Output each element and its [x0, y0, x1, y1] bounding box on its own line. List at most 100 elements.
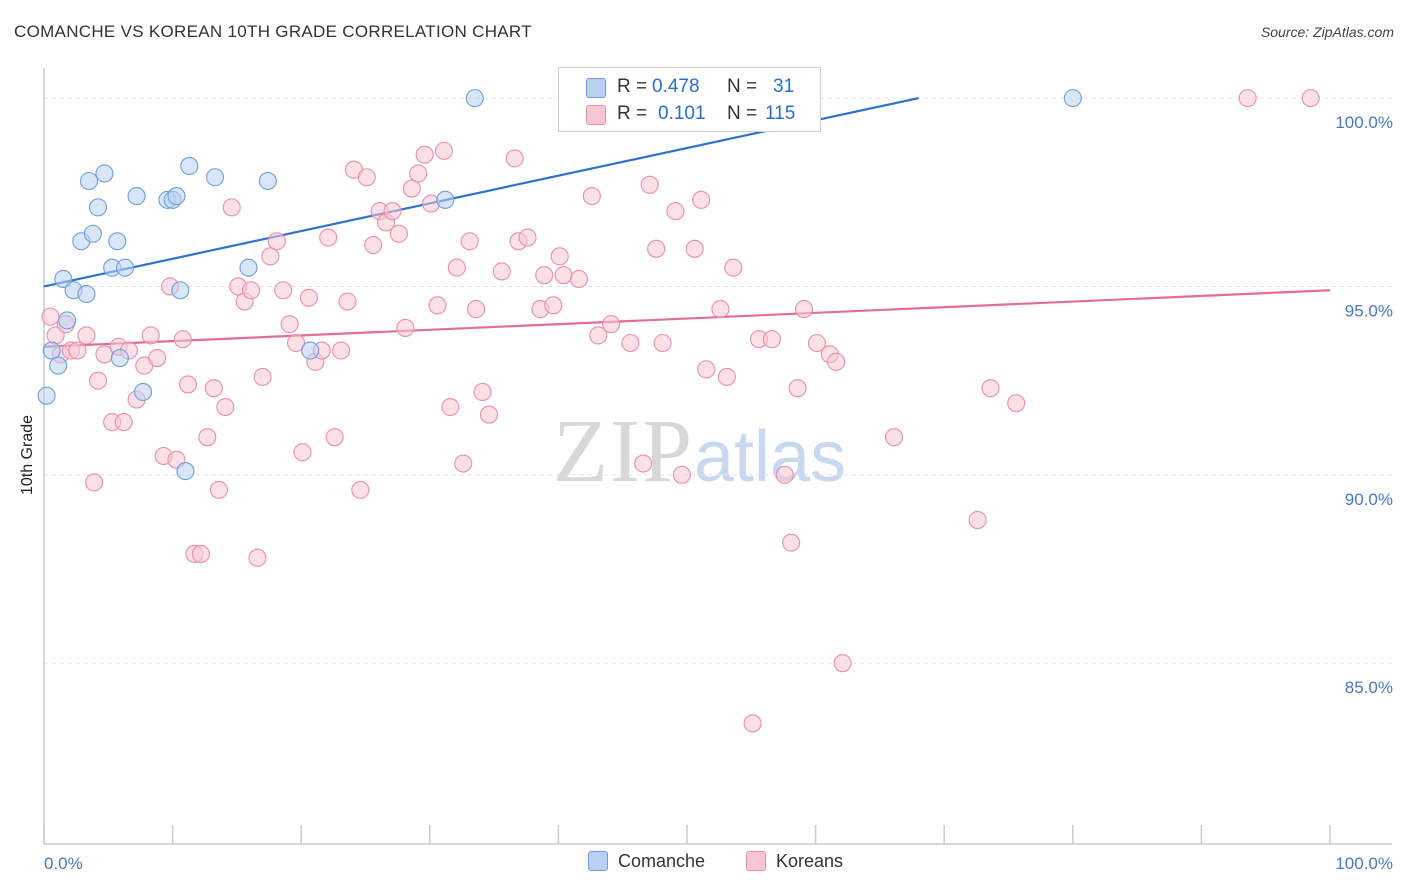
point-koreans [274, 281, 293, 300]
point-koreans [191, 544, 210, 563]
point-koreans [396, 318, 415, 337]
point-koreans [68, 341, 87, 360]
point-comanche [465, 89, 484, 108]
point-koreans [299, 288, 318, 307]
point-koreans [775, 465, 794, 484]
y-tick-label: 85.0% [1345, 678, 1393, 697]
legend-n-value: 31 [773, 76, 795, 97]
point-comanche [79, 171, 99, 191]
point-koreans [711, 300, 730, 319]
point-koreans [261, 247, 280, 266]
point-koreans [467, 300, 486, 319]
point-koreans [389, 224, 408, 243]
legend-n-label: N = [727, 103, 758, 124]
point-comanche [54, 269, 73, 289]
point-koreans [535, 266, 554, 285]
point-koreans [173, 330, 192, 349]
point-comanche [127, 187, 146, 206]
point-koreans [505, 149, 524, 168]
point-koreans [1301, 89, 1320, 108]
point-koreans [351, 480, 370, 499]
point-koreans [293, 443, 312, 462]
point-koreans [88, 371, 108, 390]
point-koreans [319, 228, 338, 247]
trend-line-koreans [43, 289, 1331, 348]
label-layer: 85.0% 90.0% 95.0% 100.0% 0.0% 100.0% [44, 113, 1393, 873]
point-comanche [95, 164, 114, 183]
legend-r-label: R = [617, 76, 648, 97]
point-koreans [582, 187, 601, 206]
point-koreans [1007, 394, 1026, 413]
point-koreans [569, 269, 589, 289]
legend-r-value: 0.101 [658, 103, 706, 124]
legend: R = 0.478 N = 31 R = 0.101 N = 115 [558, 67, 821, 132]
point-koreans [198, 428, 217, 447]
watermark-atlas: atlas [694, 417, 847, 497]
point-koreans [550, 247, 569, 266]
point-comanche [1063, 89, 1082, 108]
point-koreans [634, 454, 653, 473]
legend-swatch-koreans [586, 105, 606, 125]
bottom-legend-swatch-koreans [746, 851, 766, 871]
watermark-zip: ZIP [553, 402, 694, 501]
point-comanche [88, 198, 108, 217]
point-koreans [141, 326, 160, 345]
trend-layer [43, 97, 1331, 348]
bottom-legend-comanche: Comanche [588, 851, 705, 872]
y-tick-label: 100.0% [1335, 113, 1393, 132]
point-koreans [473, 382, 492, 402]
legend-swatch-comanche [586, 78, 606, 98]
point-comanche [258, 171, 277, 191]
axis-layer [43, 68, 1392, 845]
point-koreans [209, 480, 228, 499]
point-koreans [724, 258, 743, 277]
point-koreans [287, 333, 306, 353]
point-koreans [267, 232, 286, 251]
point-koreans [884, 428, 904, 447]
point-koreans [241, 281, 261, 300]
point-koreans [454, 454, 473, 473]
point-koreans [280, 315, 299, 334]
point-koreans [332, 341, 351, 360]
grid-layer [44, 97, 1392, 664]
point-comanche [301, 341, 320, 360]
point-koreans [357, 168, 376, 187]
chart-title: COMANCHE VS KOREAN 10TH GRADE CORRELATIO… [14, 22, 532, 41]
point-comanche [110, 349, 129, 368]
point-comanche [180, 156, 199, 175]
watermark: ZIPatlas [553, 400, 846, 503]
x-tick-label: 0.0% [44, 854, 83, 873]
point-comanche [176, 462, 195, 481]
point-koreans [85, 473, 104, 492]
point-koreans [672, 465, 691, 484]
source-label: Source: ZipAtlas.com [1260, 24, 1394, 40]
point-koreans [364, 235, 383, 255]
point-koreans [647, 239, 666, 258]
point-koreans [447, 258, 466, 277]
point-koreans [762, 330, 781, 349]
point-comanche [49, 356, 68, 375]
point-koreans [383, 202, 402, 221]
point-koreans [554, 266, 573, 285]
point-koreans [981, 379, 1000, 398]
bottom-legend-label-comanche: Comanche [618, 851, 706, 871]
point-koreans [1238, 89, 1257, 108]
point-koreans [692, 190, 711, 209]
point-koreans [402, 179, 421, 198]
y-tick-label: 95.0% [1345, 301, 1393, 320]
point-koreans [666, 202, 685, 221]
point-koreans [253, 367, 272, 386]
legend-row-koreans: R = 0.101 N = 115 [559, 101, 820, 129]
point-koreans [697, 360, 716, 379]
point-koreans [479, 405, 499, 424]
legend-n-label: N = [727, 76, 758, 97]
point-comanche [83, 224, 102, 243]
point-koreans [794, 300, 814, 319]
point-koreans [114, 413, 133, 432]
legend-row-comanche: R = 0.478 N = 31 [559, 74, 820, 102]
point-koreans [204, 379, 223, 398]
point-koreans [441, 397, 460, 417]
point-koreans [685, 239, 704, 258]
point-comanche [133, 382, 153, 402]
